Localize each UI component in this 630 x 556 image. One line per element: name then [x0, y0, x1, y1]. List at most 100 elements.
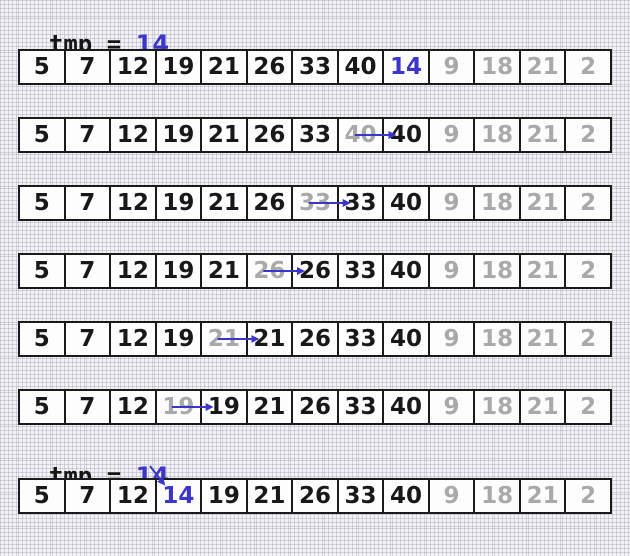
array-cell: 26 [291, 253, 339, 289]
array-cell: 19 [200, 389, 248, 425]
array-cell: 14 [154, 478, 203, 514]
array-cell: 26 [245, 253, 294, 289]
array-cell: 33 [336, 253, 385, 289]
array-cell: 12 [109, 478, 157, 514]
array-cell: 7 [63, 389, 112, 425]
array-cell: 7 [63, 49, 112, 85]
array-cell: 5 [18, 49, 66, 85]
array-cell: 18 [473, 389, 521, 425]
array-cell: 21 [518, 117, 567, 153]
array-cell: 12 [109, 253, 157, 289]
array-cell: 5 [18, 185, 66, 221]
array-cell: 5 [18, 389, 66, 425]
array-cell: 26 [291, 389, 339, 425]
array-cell: 19 [154, 321, 203, 357]
array-cell: 33 [336, 321, 385, 357]
array-cell: 18 [473, 253, 521, 289]
array-cell: 2 [564, 49, 612, 85]
array-cell: 21 [200, 49, 248, 85]
array-cell: 40 [382, 253, 430, 289]
array-cell: 7 [63, 321, 112, 357]
array-cells: 5 7 12 19 21 26 33 33 40 9 18 21 2 [18, 185, 612, 221]
array-row-1: 5 7 12 19 21 26 33 40 14 9 18 21 2 [18, 49, 612, 85]
array-cell: 9 [427, 185, 476, 221]
array-cell: 33 [336, 478, 385, 514]
array-cell: 26 [245, 49, 294, 85]
array-cell: 2 [564, 185, 612, 221]
array-cell: 9 [427, 389, 476, 425]
array-cell: 14 [382, 49, 430, 85]
array-cell: 26 [245, 185, 294, 221]
array-cell: 21 [518, 389, 567, 425]
array-cell: 21 [518, 321, 567, 357]
array-cell: 19 [154, 49, 203, 85]
array-cell: 7 [63, 117, 112, 153]
array-cell: 21 [518, 185, 567, 221]
array-cell: 18 [473, 185, 521, 221]
array-cell: 33 [291, 185, 339, 221]
array-cell: 21 [200, 117, 248, 153]
array-cell: 5 [18, 478, 66, 514]
array-cell: 2 [564, 478, 612, 514]
array-cell: 7 [63, 478, 112, 514]
array-row-5: 5 7 12 19 21 21 26 33 40 9 18 21 2 [18, 321, 612, 357]
array-cell: 40 [382, 117, 430, 153]
array-cell: 40 [336, 49, 385, 85]
array-cell: 21 [245, 478, 294, 514]
array-cells: 5 7 12 19 21 26 33 40 14 9 18 21 2 [18, 49, 612, 85]
array-cell: 21 [200, 321, 248, 357]
array-cell: 5 [18, 117, 66, 153]
array-row-2: 5 7 12 19 21 26 33 40 40 9 18 21 2 [18, 117, 612, 153]
array-cell: 21 [245, 389, 294, 425]
array-cell: 12 [109, 185, 157, 221]
array-cell: 33 [336, 185, 385, 221]
array-cell: 9 [427, 253, 476, 289]
array-cell: 40 [382, 321, 430, 357]
array-cell: 18 [473, 117, 521, 153]
array-cells: 5 7 12 19 21 26 33 40 40 9 18 21 2 [18, 117, 612, 153]
array-cell: 33 [291, 49, 339, 85]
array-cell: 2 [564, 117, 612, 153]
array-cell: 21 [200, 253, 248, 289]
array-cell: 9 [427, 478, 476, 514]
array-cell: 40 [382, 389, 430, 425]
array-cell: 18 [473, 321, 521, 357]
array-cell: 26 [245, 117, 294, 153]
array-cell: 7 [63, 185, 112, 221]
array-row-6: 5 7 12 19 19 21 26 33 40 9 18 21 2 [18, 389, 612, 425]
array-cell: 19 [154, 117, 203, 153]
array-cells: 5 7 12 19 21 21 26 33 40 9 18 21 2 [18, 321, 612, 357]
array-cell: 21 [518, 49, 567, 85]
array-cell: 33 [336, 389, 385, 425]
array-cell: 2 [564, 389, 612, 425]
array-cell: 5 [18, 253, 66, 289]
array-cell: 19 [200, 478, 248, 514]
array-cell: 12 [109, 321, 157, 357]
array-cell: 21 [200, 185, 248, 221]
array-row-4: 5 7 12 19 21 26 26 33 40 9 18 21 2 [18, 253, 612, 289]
array-cell: 9 [427, 117, 476, 153]
array-cell: 19 [154, 185, 203, 221]
array-cell: 19 [154, 389, 203, 425]
array-cell: 2 [564, 321, 612, 357]
array-cell: 40 [336, 117, 385, 153]
array-cell: 19 [154, 253, 203, 289]
array-cell: 12 [109, 389, 157, 425]
array-cell: 5 [18, 321, 66, 357]
array-cell: 21 [518, 478, 567, 514]
array-cell: 12 [109, 49, 157, 85]
array-cell: 2 [564, 253, 612, 289]
array-cell: 40 [382, 478, 430, 514]
array-cell: 18 [473, 49, 521, 85]
array-cell: 18 [473, 478, 521, 514]
array-cell: 26 [291, 478, 339, 514]
array-cells: 5 7 12 19 21 26 26 33 40 9 18 21 2 [18, 253, 612, 289]
array-row-3: 5 7 12 19 21 26 33 33 40 9 18 21 2 [18, 185, 612, 221]
array-cell: 21 [245, 321, 294, 357]
array-cell: 21 [518, 253, 567, 289]
array-cell: 7 [63, 253, 112, 289]
array-cell: 12 [109, 117, 157, 153]
array-cell: 9 [427, 321, 476, 357]
array-cell: 33 [291, 117, 339, 153]
array-cell: 9 [427, 49, 476, 85]
